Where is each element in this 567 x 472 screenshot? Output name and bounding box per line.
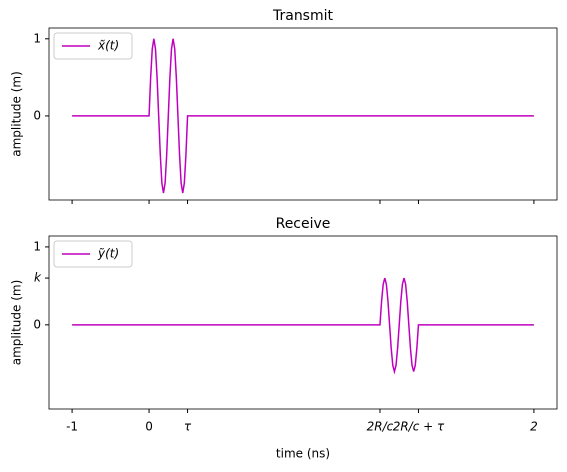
- y-tick-label: 1: [33, 239, 41, 253]
- y-tick-label: 0: [33, 317, 41, 331]
- legend-label: x̃(t): [97, 39, 119, 53]
- y-tick-label: k: [34, 271, 42, 285]
- legend-box: [53, 32, 133, 60]
- y-axis-label: amplitude (m): [10, 280, 24, 366]
- plot-area: [48, 235, 558, 410]
- chart-title: Transmit: [272, 8, 334, 24]
- x-tick-label: 0: [145, 420, 153, 434]
- x-tick-label: 2: [530, 420, 538, 434]
- line-series: [72, 38, 534, 194]
- x-axis-label: time (ns): [276, 447, 330, 461]
- x-tick-label: 2R/c + τ: [393, 420, 445, 434]
- y-axis-label: amplitude (m): [10, 71, 24, 157]
- chart-title: Receive: [276, 216, 331, 232]
- line-series: [72, 277, 534, 375]
- x-tick-label: -1: [66, 420, 78, 434]
- legend-box: [53, 240, 133, 268]
- legend-label: ỹ(t): [97, 247, 119, 261]
- plot-area: [48, 27, 558, 201]
- x-tick-label: 2R/c: [367, 420, 394, 434]
- x-tick-label: τ: [184, 420, 192, 434]
- y-tick-label: 0: [33, 108, 41, 122]
- y-tick-label: 1: [33, 31, 41, 45]
